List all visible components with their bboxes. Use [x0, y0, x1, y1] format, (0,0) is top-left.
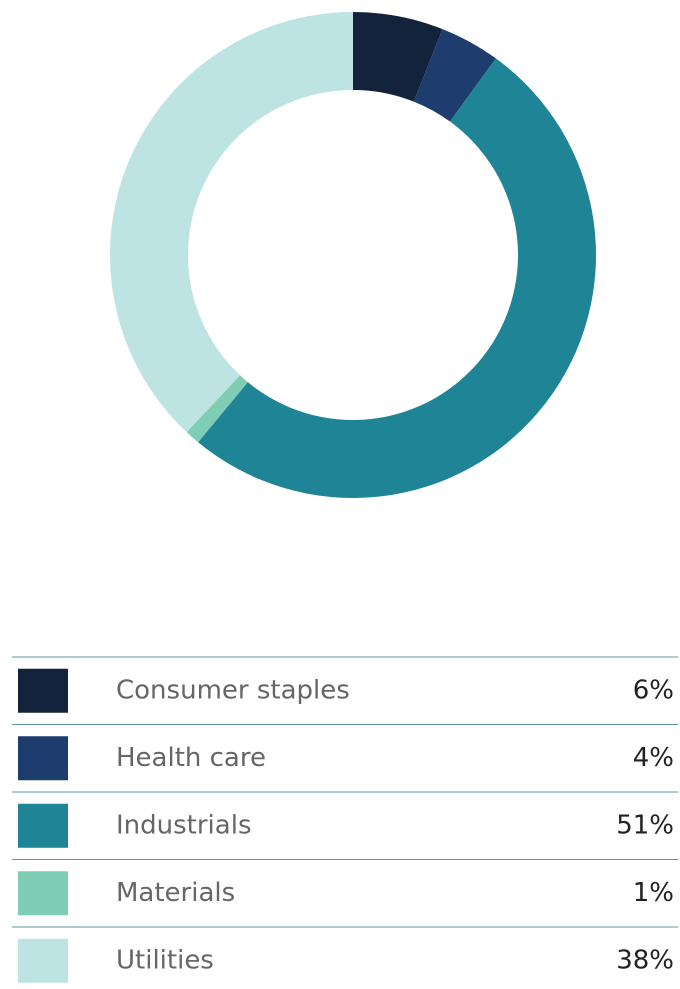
legend-value: 6%: [633, 675, 674, 705]
donut-slice: [413, 29, 496, 122]
legend-label: Materials: [116, 878, 235, 908]
donut-slice: [186, 375, 248, 443]
legend-label: Consumer staples: [116, 675, 350, 705]
legend-label: Health care: [116, 743, 266, 773]
donut-slice: [353, 12, 443, 102]
donut-slice: [198, 58, 597, 499]
legend-value: 51%: [616, 810, 674, 840]
legend-label: Industrials: [116, 810, 251, 840]
legend-swatch: [18, 668, 68, 713]
legend-value: 4%: [633, 743, 674, 773]
legend-swatch: [18, 803, 68, 848]
legend-swatch: [18, 938, 68, 983]
legend-swatch: [18, 736, 68, 781]
legend-value: 1%: [633, 878, 674, 908]
legend-swatch: [18, 871, 68, 916]
legend-value: 38%: [616, 945, 674, 975]
legend-label: Utilities: [116, 945, 214, 975]
donut-slice: [110, 12, 353, 433]
